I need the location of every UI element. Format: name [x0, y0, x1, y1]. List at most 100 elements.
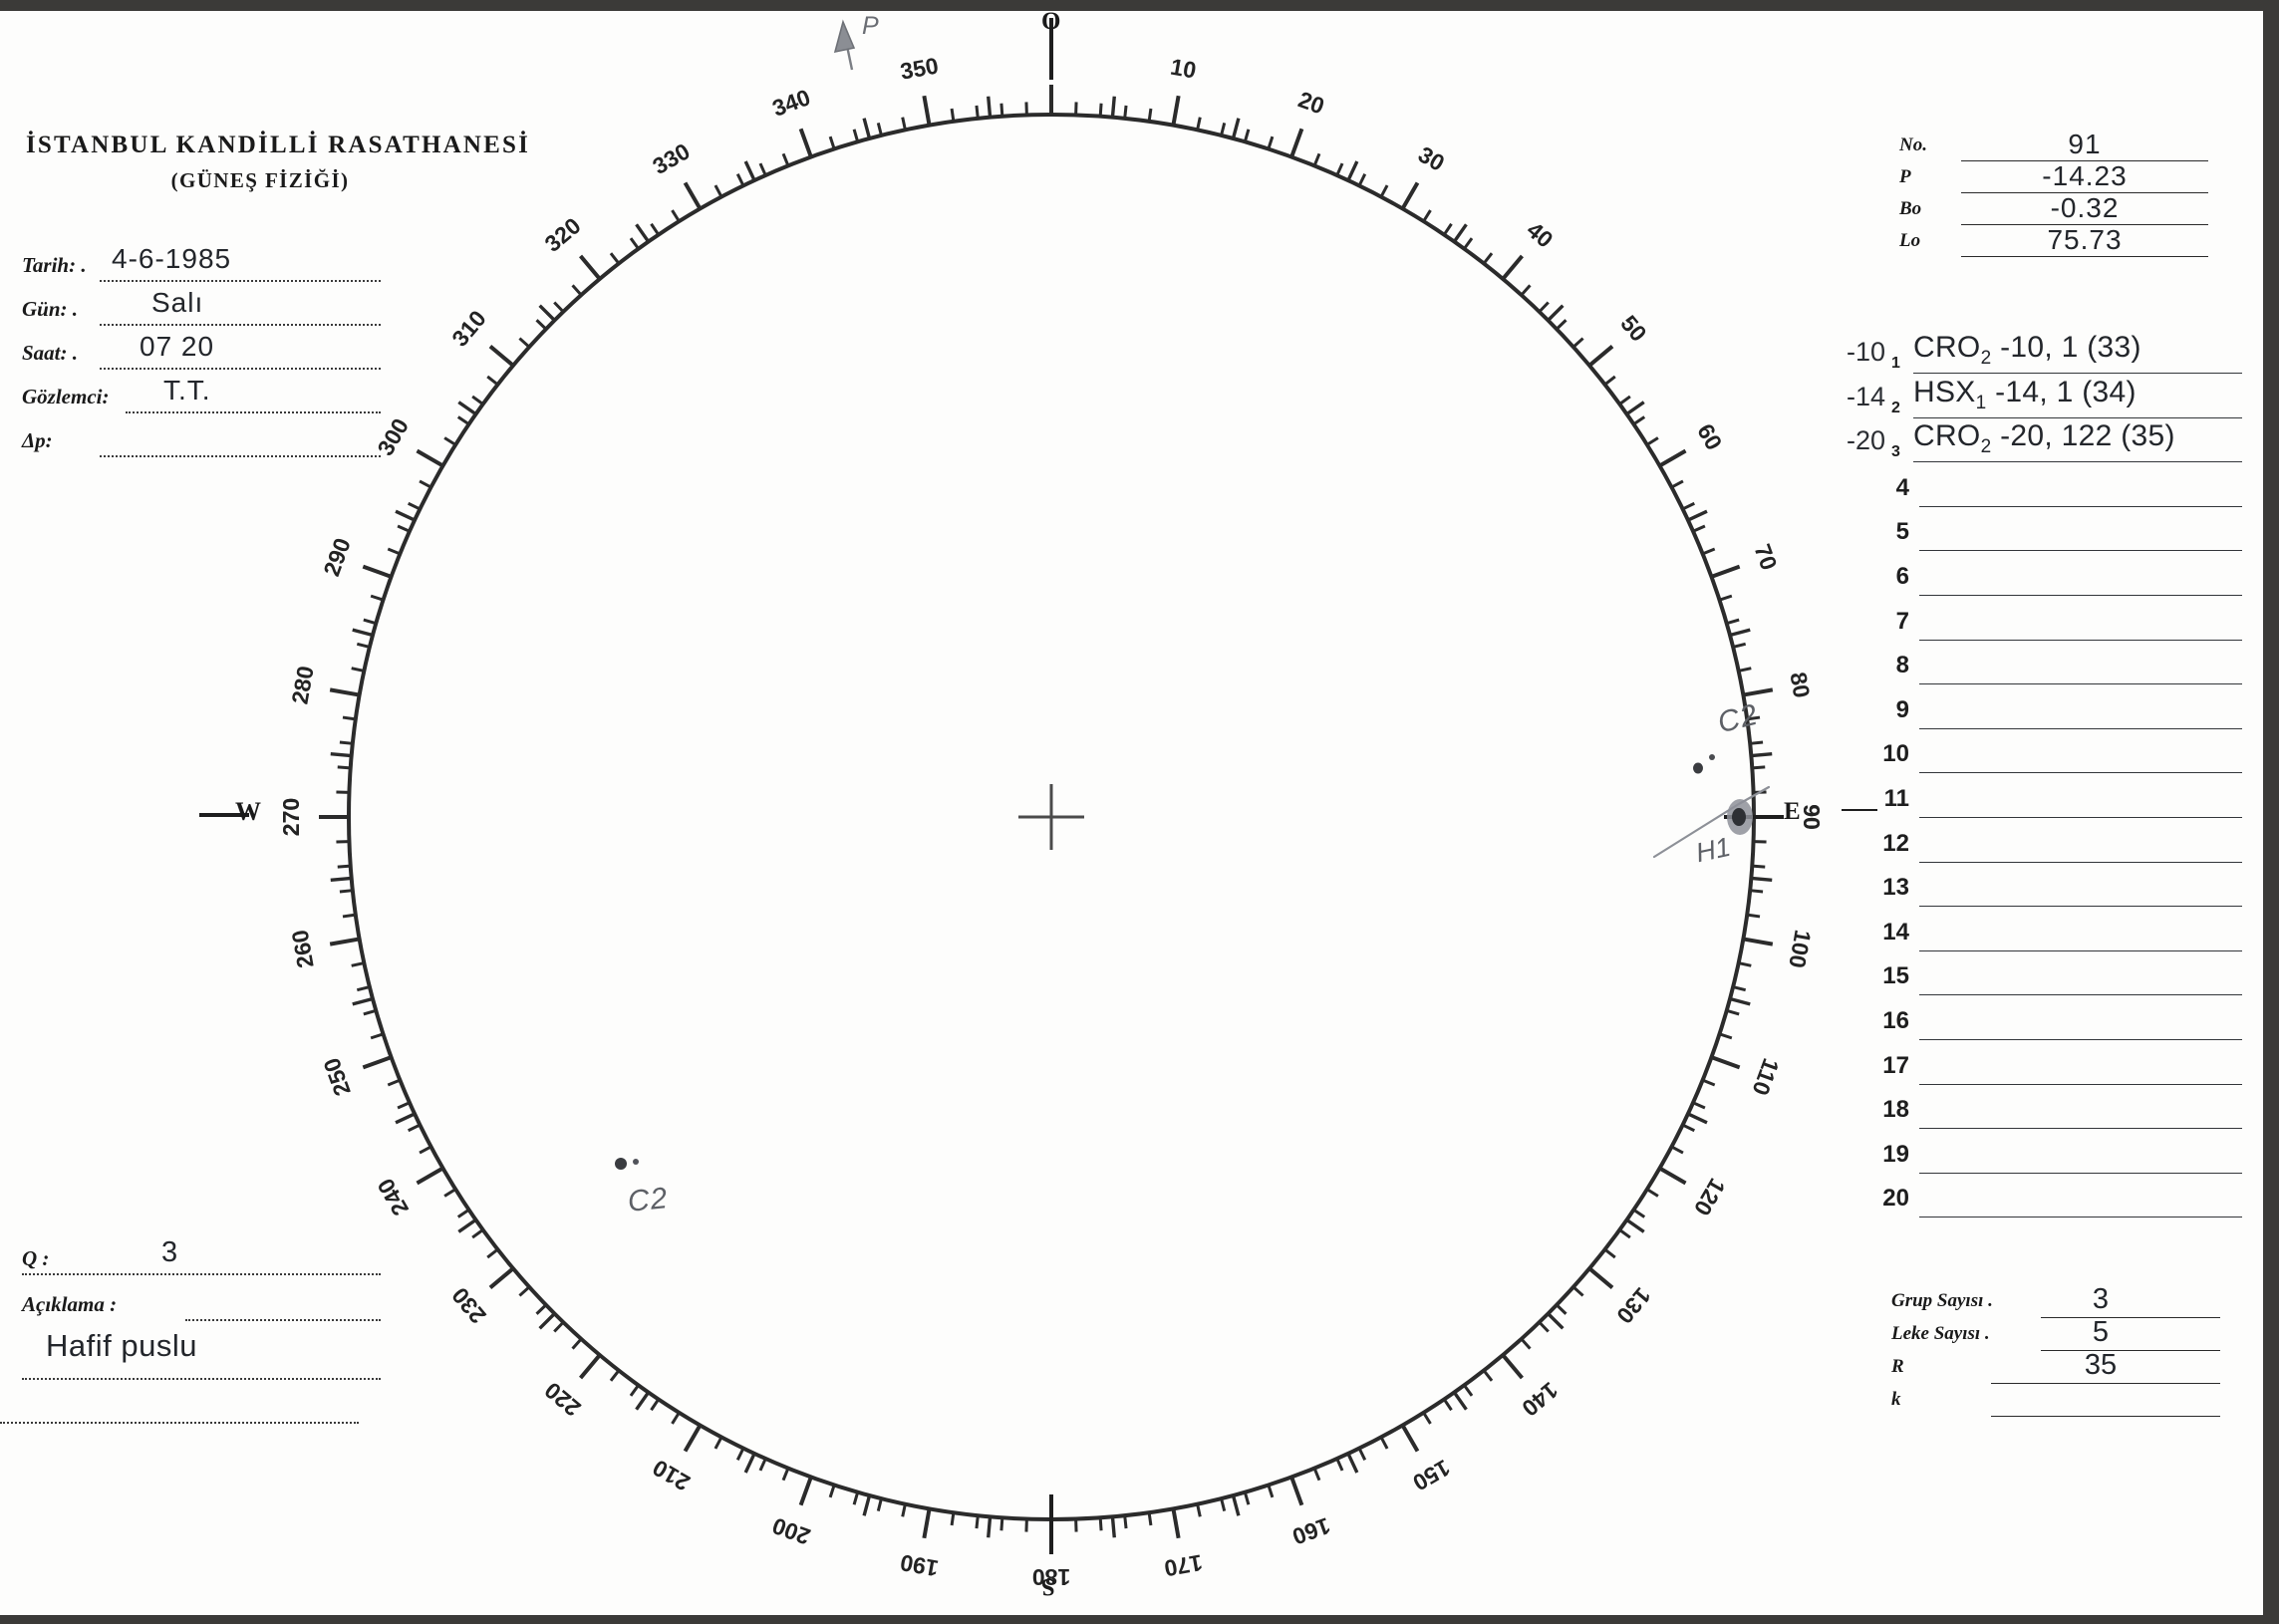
- minor-tick: [1670, 479, 1684, 489]
- group-class-base-3: CRO: [1913, 419, 1981, 453]
- minor-tick: [758, 1458, 767, 1472]
- degree-label-90: 90: [1799, 804, 1825, 830]
- param-value-1[interactable]: -14.23: [2042, 160, 2128, 191]
- group-latitude-1[interactable]: -10: [1846, 337, 1885, 367]
- minor-tick: [356, 642, 371, 649]
- major-tick-40: [1501, 254, 1524, 281]
- minor-tick: [713, 1436, 723, 1450]
- mid-tick: [1625, 401, 1645, 416]
- group-index-4: 4: [1895, 473, 1909, 501]
- field-value-2[interactable]: 07 20: [140, 331, 215, 362]
- major-tick-170: [1171, 1507, 1181, 1539]
- field-value-0[interactable]: 4-6-1985: [112, 243, 232, 274]
- field-value-1[interactable]: Salı: [151, 287, 204, 318]
- sunspot-group-list: -10 1 CRO2 -10, 1 (33) -14 2 HSX1 -14, 1 (34)…: [1824, 331, 2242, 1227]
- minor-tick: [1357, 173, 1367, 187]
- mid-tick: [457, 401, 477, 416]
- group-latitude-2[interactable]: -14: [1846, 381, 1885, 411]
- field-row-0: Tarih: . 4-6-1985: [22, 243, 381, 291]
- group-index-9: 9: [1895, 695, 1909, 723]
- field-dotted-line-3: [126, 411, 381, 413]
- minor-tick: [1670, 1145, 1684, 1155]
- field-row-explain: Açıklama :: [22, 1286, 381, 1332]
- minor-tick: [852, 1491, 860, 1505]
- field-label-4: Δp:: [22, 428, 53, 452]
- param-value-3[interactable]: 75.73: [2047, 224, 2123, 255]
- summary-row-3: k: [1891, 1389, 2220, 1422]
- minor-tick: [1538, 1321, 1550, 1333]
- mid-tick: [743, 1453, 756, 1474]
- minor-tick: [1196, 1503, 1202, 1517]
- param-value-2[interactable]: -0.32: [2050, 192, 2120, 223]
- summary-value-0[interactable]: 3: [2092, 1283, 2110, 1315]
- minor-tick: [1147, 108, 1153, 123]
- group-classification-2[interactable]: HSX1 -14, 1 (34): [1913, 376, 2137, 414]
- minor-tick: [486, 375, 499, 387]
- major-tick-30: [1400, 181, 1420, 210]
- group-index-8: 8: [1895, 652, 1909, 679]
- degree-label-80: 80: [1785, 671, 1815, 700]
- pencil-guide-line: [1652, 785, 1771, 859]
- group-rule-6: [1919, 594, 2242, 596]
- degree-label-280: 280: [286, 664, 318, 705]
- major-tick-200: [798, 1476, 813, 1506]
- minor-tick: [901, 1503, 907, 1517]
- degree-label-320: 320: [539, 212, 585, 257]
- major-tick-230: [488, 1266, 515, 1289]
- group-index-16: 16: [1882, 1006, 1909, 1034]
- minor-tick: [1632, 415, 1646, 426]
- summary-rule-3: [1991, 1416, 2220, 1417]
- field-row-1: Gün: . Salı: [22, 287, 381, 335]
- field-dotted-line-0: [100, 280, 381, 282]
- minor-tick: [1556, 1303, 1567, 1315]
- summary-value-2[interactable]: 35: [2084, 1349, 2118, 1381]
- minor-tick: [1571, 1285, 1584, 1297]
- group-index-14: 14: [1882, 918, 1909, 946]
- mid-tick: [1346, 160, 1359, 181]
- group-latitude-3[interactable]: -20: [1846, 425, 1885, 456]
- param-row-bo: Bo -0.32: [1899, 192, 2208, 230]
- minor-tick: [758, 162, 767, 176]
- minor-tick: [609, 252, 621, 265]
- minor-tick: [1123, 105, 1128, 120]
- group-row-20: 20: [1824, 1183, 2242, 1227]
- group-classification-3[interactable]: CRO2 -20, 122 (35): [1913, 419, 2175, 458]
- institution-title: İSTANBUL KANDİLLİ RASATHANESİ: [26, 132, 531, 158]
- q-value[interactable]: 3: [161, 1236, 179, 1268]
- minor-tick: [397, 524, 411, 533]
- field-value-3[interactable]: T.T.: [163, 375, 211, 406]
- minor-tick: [999, 1517, 1004, 1531]
- minor-tick: [535, 319, 547, 331]
- explain-value[interactable]: Hafif puslu: [46, 1328, 197, 1363]
- group-classification-1[interactable]: CRO2 -10, 1 (33): [1913, 331, 2141, 370]
- minor-tick: [1422, 209, 1432, 222]
- minor-tick: [337, 864, 351, 869]
- group-index-15: 15: [1882, 962, 1909, 990]
- minor-tick: [950, 108, 956, 123]
- param-value-0[interactable]: 91: [2068, 129, 2102, 159]
- minor-tick: [950, 1511, 956, 1526]
- mid-tick: [395, 1112, 416, 1125]
- major-tick-160: [1289, 1476, 1304, 1506]
- mid-tick: [1625, 1218, 1645, 1233]
- major-tick-80: [1742, 687, 1774, 697]
- group-rule-11: [1919, 816, 2242, 818]
- minor-tick: [1702, 1078, 1716, 1087]
- group-rule-2: [1913, 416, 2242, 418]
- minor-tick: [1646, 1188, 1659, 1198]
- summary-label-3: k: [1891, 1389, 1901, 1410]
- minor-tick: [363, 1008, 377, 1016]
- field-dotted-line-2: [100, 368, 381, 370]
- summary-value-1[interactable]: 5: [2092, 1316, 2110, 1348]
- minor-tick: [650, 222, 661, 236]
- minor-tick: [571, 1337, 583, 1350]
- group-index-11: 11: [1883, 784, 1909, 812]
- observation-fields: Tarih: . 4-6-1985 Gün: . Salı Saat: . 07 20 Gö…: [22, 243, 381, 466]
- group-row-17: 17: [1824, 1050, 2242, 1095]
- group-row-2: -14 2 HSX1 -14, 1 (34): [1824, 376, 2242, 428]
- major-tick-260: [329, 937, 361, 947]
- minor-tick: [1752, 765, 1766, 770]
- minor-tick: [781, 1468, 790, 1482]
- minor-tick: [1335, 162, 1344, 176]
- minor-tick: [1243, 129, 1251, 142]
